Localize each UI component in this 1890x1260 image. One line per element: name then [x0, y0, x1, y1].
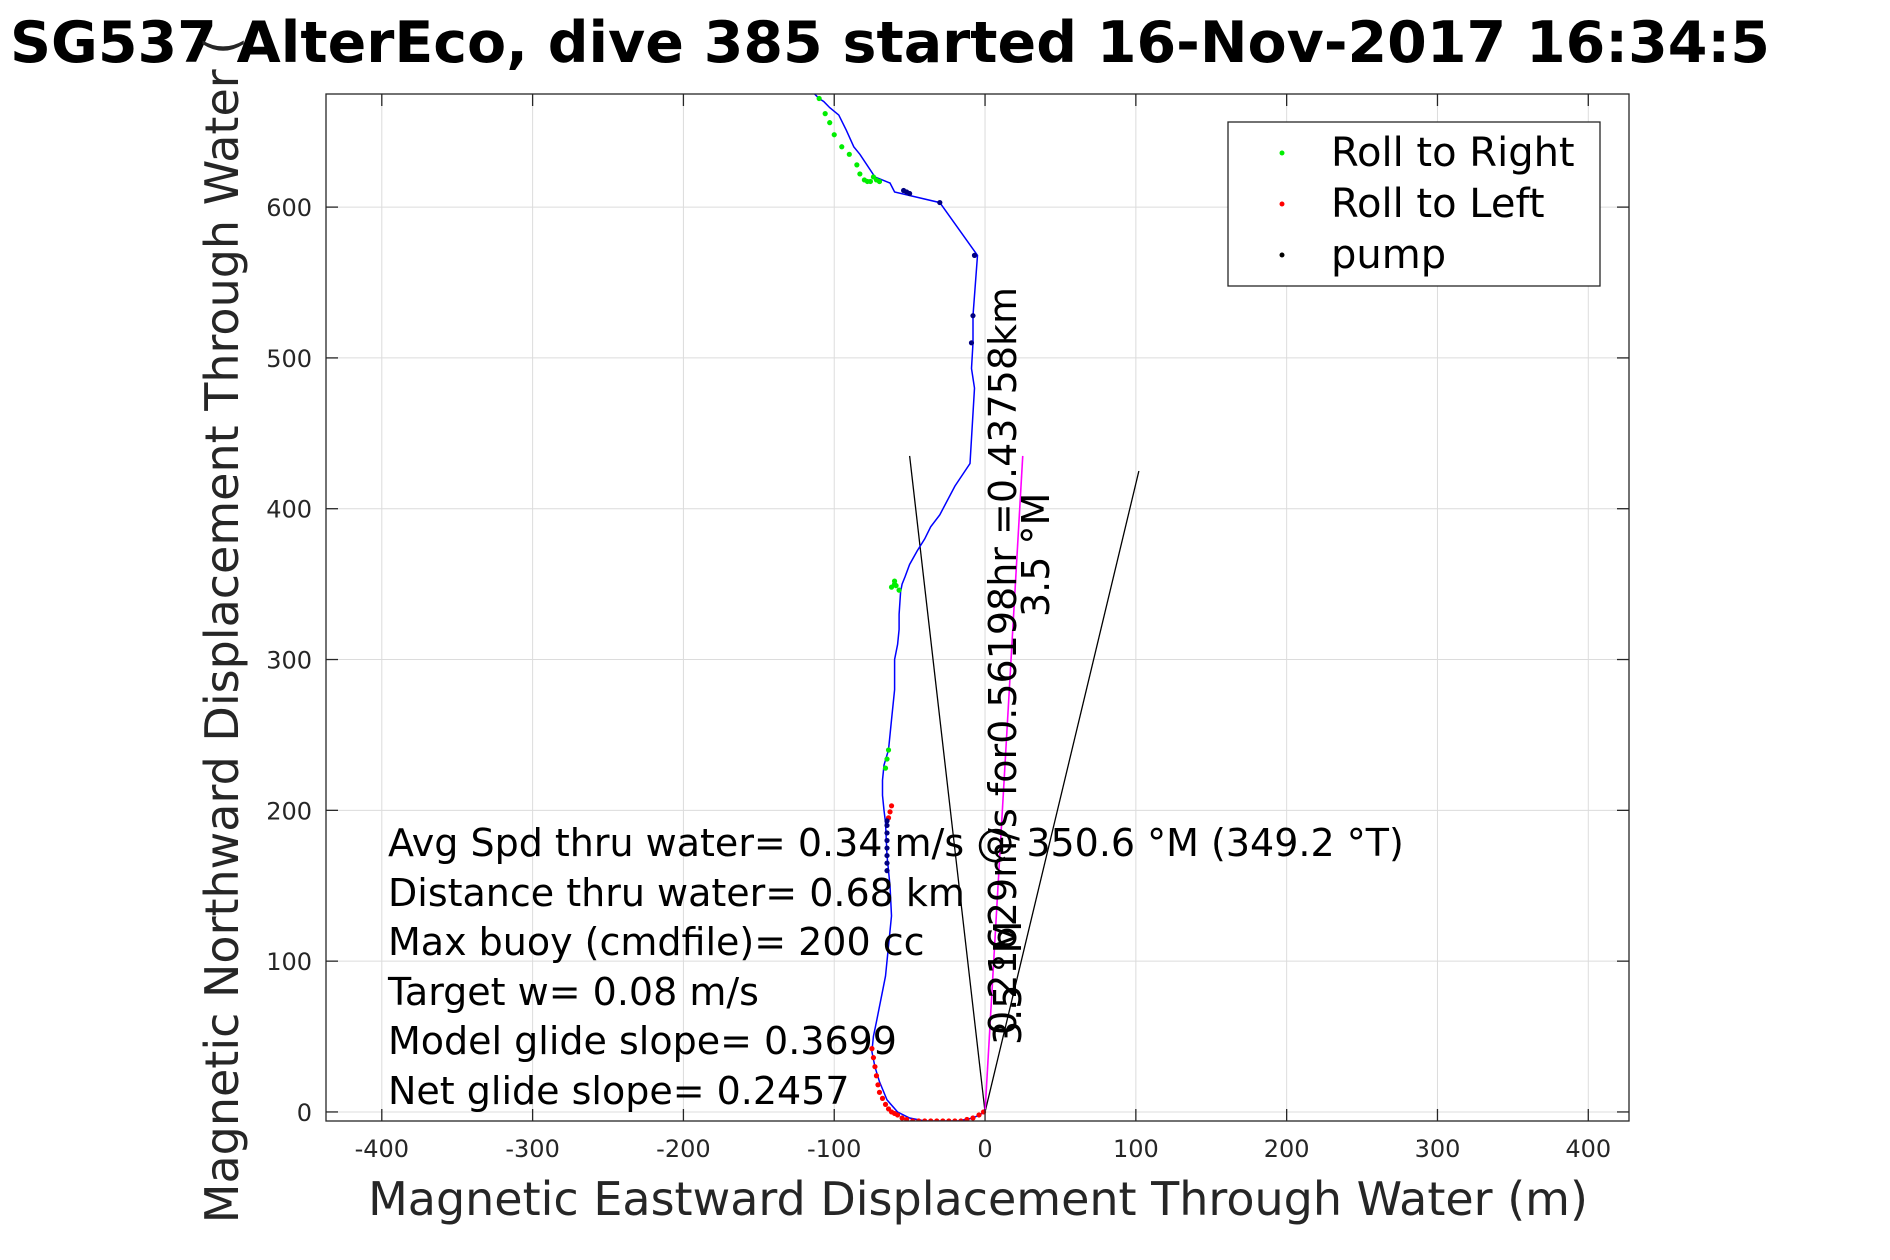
roll-right-point	[827, 120, 833, 126]
roll-right-point	[876, 178, 883, 185]
y-tick-label: 100	[266, 948, 312, 976]
roll-left-point	[970, 1115, 976, 1121]
x-tick-label: 100	[1113, 1135, 1159, 1163]
roll-left-point	[899, 1115, 905, 1121]
pump-point	[968, 340, 975, 346]
pump-point	[937, 199, 943, 206]
x-tick-label: -100	[807, 1135, 861, 1163]
roll-left-point	[875, 1082, 881, 1088]
line-layer	[814, 94, 1140, 1121]
roll-right-point	[882, 765, 889, 771]
pump-point	[884, 860, 890, 866]
roll-left-point	[879, 1095, 886, 1101]
speed-annotation: 0.21629m/s for0.56198hr =0.43758km	[981, 287, 1025, 1035]
x-tick-label: -400	[355, 1135, 409, 1163]
roll-left-point	[887, 809, 893, 815]
pump-point	[971, 252, 978, 258]
pump-point	[884, 830, 890, 836]
stats-line: Max buoy (cmdfile)= 200 cc	[388, 920, 925, 964]
roll-right-point	[885, 747, 892, 753]
legend-label-roll-right: Roll to Right	[1331, 130, 1575, 176]
pump-point	[884, 868, 890, 874]
roll-left-point	[894, 1112, 901, 1118]
glider-track-line	[814, 94, 986, 1121]
roll-left-point	[872, 1064, 878, 1070]
legend-marker-roll-right	[1279, 150, 1285, 156]
x-tick-label: 400	[1565, 1135, 1611, 1163]
pump-point	[884, 837, 890, 844]
y-tick-label: 0	[297, 1099, 312, 1127]
depth-average-current-line	[984, 455, 1024, 1112]
x-tick-label: 0	[977, 1135, 992, 1163]
roll-right-point	[896, 587, 902, 593]
x-tick-label: 200	[1264, 1135, 1310, 1163]
roll-left-point	[876, 1089, 883, 1095]
heading-annotation-lower: 3.5 °M	[986, 921, 1030, 1045]
roll-right-point	[891, 578, 898, 584]
stats-line: Distance thru water= 0.68 km	[388, 871, 965, 915]
roll-right-point	[857, 171, 863, 177]
scatter-points	[816, 95, 987, 1121]
stats-text-block: Avg Spd thru water= 0.34 m/s @ 350.6 °M …	[387, 821, 1404, 1113]
roll-left-point	[964, 1116, 970, 1121]
y-tick-label: 600	[266, 194, 312, 222]
legend-marker-roll-left	[1279, 201, 1285, 207]
pump-point	[884, 845, 890, 851]
y-axis-label: Magnetic Northward Displacement Through …	[195, 37, 249, 1223]
stats-line: Model glide slope= 0.3699	[388, 1019, 897, 1063]
x-tick-label: 300	[1415, 1135, 1461, 1163]
x-axis-label: Magnetic Eastward Displacement Through W…	[368, 1172, 1588, 1226]
axes-frame	[325, 93, 1630, 1122]
axis-ticks: -400 -300 -200 -100 0 100 200 300 400 0 100 200 300 4…	[266, 94, 1629, 1163]
stats-line: Avg Spd thru water= 0.34 m/s @ 350.6 °M …	[388, 821, 1404, 865]
roll-left-point	[869, 1046, 875, 1052]
pump-point	[970, 313, 976, 319]
x-tick-label: -200	[656, 1135, 710, 1163]
legend-box	[1227, 121, 1601, 287]
roll-right-point	[839, 144, 845, 150]
roll-right-point	[831, 132, 837, 138]
roll-left-point	[888, 803, 895, 809]
stats-line: Target w= 0.08 m/s	[387, 970, 759, 1014]
legend-marker-pump	[1279, 252, 1285, 258]
roll-right-point	[893, 583, 899, 589]
roll-right-point	[884, 756, 890, 762]
roll-right-point	[822, 111, 828, 117]
roll-right-point	[854, 162, 860, 168]
legend-label-roll-left: Roll to Left	[1331, 181, 1545, 227]
legend-label-pump: pump	[1331, 232, 1446, 278]
y-tick-label: 300	[266, 647, 312, 675]
y-tick-label: 200	[266, 797, 312, 825]
cone-line-left	[908, 455, 986, 1113]
pump-point	[884, 822, 890, 829]
stats-line: Net glide slope= 0.2457	[388, 1069, 850, 1113]
cone-line-right	[984, 470, 1140, 1113]
legend: Roll to Right Roll to Left pump	[1227, 121, 1601, 287]
roll-left-point	[882, 1101, 889, 1108]
roll-left-point	[873, 1073, 880, 1079]
roll-right-point	[816, 95, 822, 102]
roll-left-point	[976, 1112, 982, 1118]
x-tick-label: -300	[505, 1135, 559, 1163]
roll-left-point	[870, 1055, 877, 1061]
heading-annotation-upper: 3.5 °M	[1014, 493, 1058, 617]
pump-point	[901, 187, 907, 194]
pump-point	[884, 852, 890, 859]
roll-right-point	[846, 151, 852, 157]
chart-title: SG537 AlterEco, dive 385 started 16-Nov-…	[10, 10, 1770, 76]
y-tick-label: 400	[266, 496, 312, 524]
pump-point	[884, 818, 890, 824]
roll-right-point	[867, 178, 874, 185]
y-tick-label: 500	[266, 345, 312, 373]
roll-left-point	[904, 1116, 910, 1121]
